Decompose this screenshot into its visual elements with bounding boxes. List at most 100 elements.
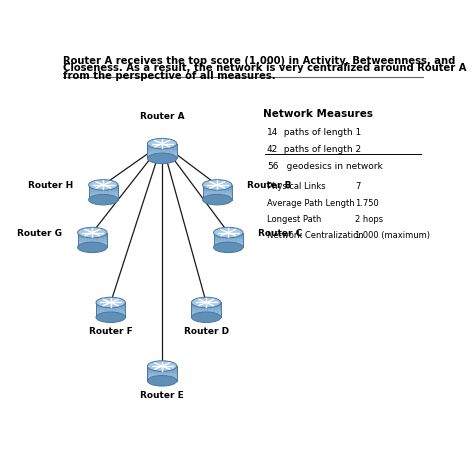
Bar	[147, 374, 177, 375]
Bar	[147, 377, 177, 378]
Ellipse shape	[147, 376, 177, 386]
Bar	[147, 379, 177, 380]
Bar	[147, 372, 177, 373]
Ellipse shape	[89, 195, 118, 206]
Bar	[78, 243, 107, 244]
Text: 14: 14	[267, 128, 278, 137]
Text: Network Centralization: Network Centralization	[267, 230, 364, 239]
Bar	[213, 239, 243, 240]
Bar	[191, 305, 221, 306]
Ellipse shape	[147, 139, 177, 150]
Bar	[89, 188, 118, 189]
Bar	[202, 188, 232, 189]
Bar	[78, 246, 107, 247]
Bar	[213, 244, 243, 245]
Ellipse shape	[78, 243, 107, 253]
Bar	[202, 190, 232, 191]
Bar	[147, 147, 177, 148]
Bar	[96, 306, 125, 307]
Bar	[96, 304, 125, 305]
Bar	[96, 308, 125, 309]
Bar	[202, 191, 232, 192]
Bar	[213, 246, 243, 247]
Bar	[202, 187, 232, 188]
Bar	[147, 148, 177, 149]
Bar	[213, 236, 243, 237]
Text: Longest Path: Longest Path	[267, 214, 321, 223]
Bar	[191, 308, 221, 309]
Bar	[191, 315, 221, 316]
Text: Router A receives the top score (1.000) in Activity, Betweenness, and: Router A receives the top score (1.000) …	[63, 56, 456, 66]
Bar	[213, 247, 243, 248]
Bar	[147, 366, 177, 367]
Text: Router E: Router E	[140, 390, 184, 399]
Bar	[147, 154, 177, 155]
Bar	[147, 145, 177, 146]
Bar	[147, 149, 177, 150]
Bar	[202, 195, 232, 196]
Bar	[147, 151, 177, 152]
Text: Network Measures: Network Measures	[263, 109, 373, 119]
Bar	[78, 233, 107, 234]
Bar	[96, 310, 125, 311]
Bar	[213, 238, 243, 239]
Bar	[191, 304, 221, 305]
Bar	[96, 313, 125, 314]
Bar	[202, 197, 232, 198]
Bar	[78, 247, 107, 248]
Bar	[89, 191, 118, 192]
Text: Router H: Router H	[28, 181, 73, 190]
Ellipse shape	[202, 180, 232, 191]
Bar	[213, 242, 243, 243]
Text: Closeness. As a result, the network is very centralized around Router A: Closeness. As a result, the network is v…	[63, 63, 466, 73]
Bar	[96, 303, 125, 304]
Text: Router A: Router A	[140, 111, 184, 121]
Bar	[202, 186, 232, 187]
Ellipse shape	[213, 243, 243, 253]
Ellipse shape	[78, 228, 107, 238]
Bar	[213, 243, 243, 244]
Bar	[213, 245, 243, 246]
Ellipse shape	[191, 298, 221, 308]
Text: Router D: Router D	[183, 327, 229, 336]
Bar	[147, 144, 177, 145]
Bar	[96, 314, 125, 315]
Bar	[78, 242, 107, 243]
Bar	[89, 199, 118, 200]
Ellipse shape	[96, 312, 125, 323]
Bar	[147, 157, 177, 158]
Text: Router B: Router B	[247, 181, 292, 190]
Bar	[213, 234, 243, 235]
Ellipse shape	[191, 312, 221, 323]
Bar	[78, 236, 107, 237]
Bar	[78, 239, 107, 240]
Bar	[191, 311, 221, 312]
Bar	[147, 368, 177, 369]
Bar	[147, 153, 177, 154]
Bar	[89, 194, 118, 195]
Bar	[202, 193, 232, 194]
Bar	[191, 309, 221, 310]
Bar	[89, 197, 118, 198]
Bar	[191, 310, 221, 311]
Bar	[202, 196, 232, 197]
Bar	[147, 150, 177, 151]
Bar	[213, 233, 243, 234]
Bar	[191, 312, 221, 313]
Ellipse shape	[96, 298, 125, 308]
Bar	[96, 307, 125, 308]
Bar	[191, 307, 221, 308]
Bar	[89, 186, 118, 187]
Bar	[78, 240, 107, 241]
Text: 42: 42	[267, 145, 278, 154]
Bar	[202, 194, 232, 195]
Bar	[213, 237, 243, 238]
Bar	[89, 189, 118, 190]
Bar	[89, 192, 118, 193]
Bar	[147, 367, 177, 368]
Text: Router F: Router F	[89, 327, 133, 336]
Bar	[89, 190, 118, 191]
Bar	[147, 378, 177, 379]
Bar	[96, 315, 125, 316]
Bar	[147, 158, 177, 159]
